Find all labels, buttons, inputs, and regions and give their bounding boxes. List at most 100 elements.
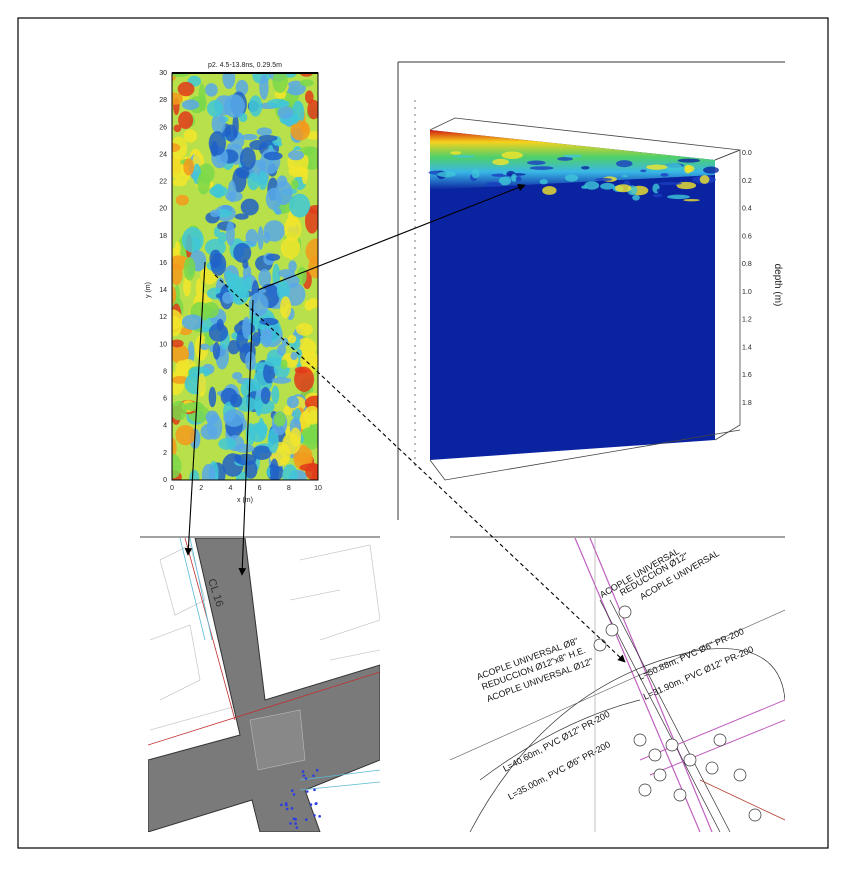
gpr-blob xyxy=(296,323,313,336)
gpr-blob xyxy=(222,67,235,89)
pipe-dot xyxy=(286,808,289,811)
gpr-blob xyxy=(257,127,272,136)
gpr-blob xyxy=(241,199,259,216)
pipe-node xyxy=(619,606,631,618)
depth-tick-label: 0.4 xyxy=(742,206,752,213)
y-tick-label: 18 xyxy=(159,233,167,240)
gpr-blob xyxy=(300,464,321,472)
pipe-node xyxy=(594,639,606,651)
block-blob xyxy=(646,164,667,169)
block-blob xyxy=(516,176,522,181)
gpr-blob xyxy=(225,125,237,142)
block-blob xyxy=(660,173,668,176)
y-tick-label: 6 xyxy=(163,396,167,403)
gpr-blob xyxy=(198,373,206,397)
block-blob xyxy=(678,159,700,163)
gpr-blob xyxy=(277,106,293,119)
y-tick-label: 24 xyxy=(159,151,167,158)
gpr-blob xyxy=(240,147,256,170)
gpr-blob xyxy=(197,172,210,195)
gpr-blob xyxy=(288,166,308,177)
gpr-blob xyxy=(288,335,296,344)
block-blob xyxy=(452,155,475,157)
gpr-blob xyxy=(267,99,287,108)
gpr-y-label: y (m) xyxy=(145,282,152,298)
y-tick-label: 2 xyxy=(163,450,167,457)
gpr-blob xyxy=(199,96,206,112)
block-blob xyxy=(502,151,523,159)
pipe-dot xyxy=(305,777,308,780)
block-blob xyxy=(667,195,690,200)
gpr-slice xyxy=(162,66,327,487)
block-blob xyxy=(557,157,573,161)
gpr-blob xyxy=(228,180,236,202)
pipe-dot xyxy=(318,815,321,818)
x-tick-label: 6 xyxy=(258,485,262,492)
gpr-blob xyxy=(290,428,301,447)
gpr-blob xyxy=(242,259,248,268)
pipe-dot xyxy=(294,822,297,825)
gpr-blob xyxy=(263,232,270,244)
gpr-blob xyxy=(209,250,221,268)
x-tick-label: 0 xyxy=(170,485,174,492)
block-blob xyxy=(437,171,456,177)
y-tick-label: 4 xyxy=(163,423,167,430)
x-tick-label: 2 xyxy=(199,485,203,492)
depth-tick-label: 0.0 xyxy=(742,150,752,157)
gpr-blob xyxy=(300,79,314,86)
pipe-node xyxy=(654,769,666,781)
block-blob xyxy=(581,166,590,169)
gpr-blob xyxy=(242,317,251,339)
gpr-blob xyxy=(261,387,271,404)
y-tick-label: 14 xyxy=(159,287,167,294)
gpr-blob xyxy=(175,241,181,255)
gpr-blob xyxy=(213,342,220,360)
x-tick-label: 10 xyxy=(314,485,322,492)
gpr-blob xyxy=(200,343,209,350)
gpr-blob xyxy=(209,131,226,155)
block-blob xyxy=(703,167,719,174)
pipe-dot xyxy=(285,804,288,807)
block-blob xyxy=(485,182,501,187)
gpr-blob xyxy=(247,173,259,191)
block-blob xyxy=(540,179,548,184)
block-blob xyxy=(658,182,682,185)
gpr-blob xyxy=(289,194,310,218)
gpr-blob xyxy=(266,254,280,261)
gpr-blob xyxy=(196,278,202,299)
depth-tick-label: 1.4 xyxy=(742,344,752,351)
depth-ticks: 0.00.20.40.60.81.01.21.41.61.8 xyxy=(742,150,752,407)
depth-label: depth (m) xyxy=(772,264,783,307)
pipe-map: ACOPLE UNIVERSAL Ø8"REDUCCION Ø12"x8" H.… xyxy=(450,538,785,832)
block-blob xyxy=(653,194,663,198)
gpr-blob xyxy=(164,454,181,479)
pipe-dot xyxy=(293,793,296,796)
gpr-blob xyxy=(274,412,286,427)
gpr-blob xyxy=(189,470,199,487)
gpr-blob xyxy=(218,232,227,244)
y-tick-label: 12 xyxy=(159,314,167,321)
block-blob xyxy=(492,159,509,165)
pipe-dot xyxy=(291,807,294,810)
gpr-blob xyxy=(296,452,312,463)
gpr-blob xyxy=(249,293,269,317)
gpr-blob xyxy=(166,143,180,152)
pipe-dot xyxy=(313,789,316,792)
gpr-blob xyxy=(232,372,242,380)
block-blob xyxy=(565,174,578,181)
gpr-blob xyxy=(182,227,204,253)
x-tick-label: 8 xyxy=(287,485,291,492)
y-tick-label: 26 xyxy=(159,124,167,131)
block-blob xyxy=(450,151,461,154)
gpr-blob xyxy=(288,260,296,272)
gpr-blob xyxy=(171,401,187,421)
depth-tick-label: 1.8 xyxy=(742,400,752,407)
y-tick-label: 8 xyxy=(163,368,167,375)
block-blob xyxy=(683,199,699,201)
gpr-blob xyxy=(184,257,196,281)
gpr-blob xyxy=(218,438,236,450)
gpr-title: p2. 4.5-13.8ns, 0.29.5m xyxy=(208,62,282,69)
block-blob xyxy=(527,160,545,165)
gpr-blob xyxy=(207,100,223,117)
block-blob xyxy=(616,160,632,167)
